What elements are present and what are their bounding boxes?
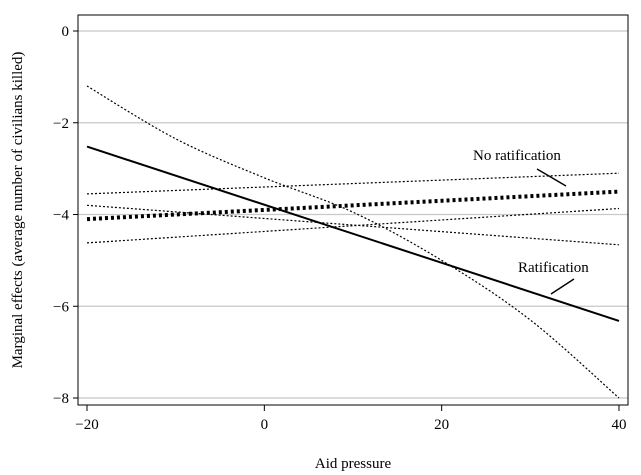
x-tick-label: −20 xyxy=(75,417,98,433)
x-tick-label: 40 xyxy=(612,417,627,433)
y-tick-label: −4 xyxy=(53,208,69,224)
grid-layer xyxy=(78,30,628,399)
axes: 0 −2 −4 −6 −8 −20 0 20 40 xyxy=(53,24,626,433)
ratification-line xyxy=(86,145,620,322)
y-axis-label: Marginal effects (average number of civi… xyxy=(10,52,26,369)
no-ratification-line xyxy=(86,189,620,222)
y-tick-label: 0 xyxy=(62,24,70,40)
series-lines xyxy=(86,145,620,322)
y-tick-label: −8 xyxy=(53,391,69,407)
no-ratification-ci-upper xyxy=(86,172,620,195)
ratification-leader-line xyxy=(550,278,575,295)
y-tick-label: −2 xyxy=(53,116,69,132)
no-ratification-ci-lower xyxy=(86,207,620,244)
ratification-annotation: Ratification xyxy=(518,260,589,276)
plot-frame xyxy=(77,14,629,406)
no-ratification-annotation: No ratification xyxy=(473,148,561,164)
confidence-bands xyxy=(86,85,620,399)
x-tick-label: 0 xyxy=(261,417,269,433)
y-tick-label: −6 xyxy=(53,299,69,315)
x-tick-label: 20 xyxy=(434,417,449,433)
no-ratification-leader-line xyxy=(536,168,567,187)
x-axis-label: Aid pressure xyxy=(315,456,392,472)
ratification-ci-upper xyxy=(86,204,620,246)
ratification-ci-lower xyxy=(86,85,620,399)
